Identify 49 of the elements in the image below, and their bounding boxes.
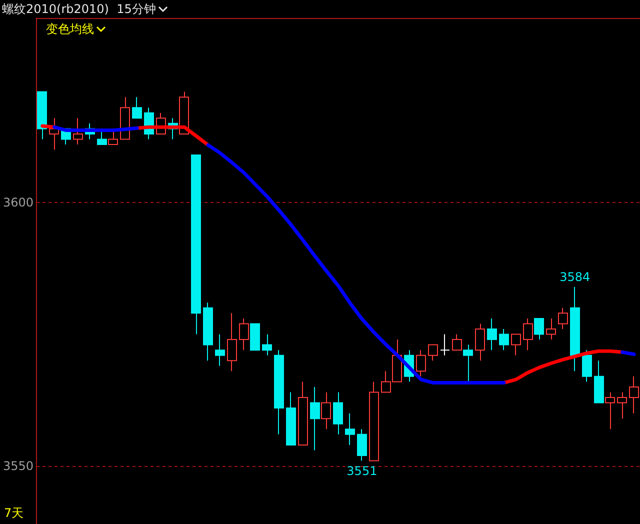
- candlestick: [546, 318, 556, 340]
- candlestick: [594, 360, 604, 404]
- y-tick-label: 3600: [2, 195, 34, 210]
- candlestick: [487, 318, 497, 351]
- candlestick: [617, 392, 627, 420]
- candlestick: [570, 286, 580, 372]
- candlestick: [629, 376, 639, 414]
- candlestick: [499, 328, 509, 351]
- candlestick: [262, 334, 272, 356]
- text: 7天: [4, 505, 24, 522]
- y-tick-label: 3550: [2, 459, 34, 474]
- chart-title: 螺纹2010(rb2010) 15分钟: [2, 1, 156, 18]
- candlestick: [333, 392, 343, 435]
- candlestick: [321, 392, 331, 430]
- candlestick: [605, 392, 615, 430]
- candlestick: [156, 112, 166, 134]
- candlestick: [239, 318, 249, 351]
- candlestick: [179, 91, 189, 134]
- candlestick: [286, 392, 296, 446]
- candlestick: [37, 91, 47, 140]
- candlestick: [534, 318, 544, 340]
- candlestick: [582, 350, 592, 382]
- candlestick: [416, 350, 426, 377]
- candlestick: [203, 302, 213, 362]
- candlestick: [49, 118, 59, 150]
- candlestick: [73, 118, 83, 145]
- candlestick: [523, 318, 533, 351]
- candlestick: [511, 334, 521, 356]
- candlestick: [310, 386, 320, 451]
- candlestick: [120, 96, 130, 140]
- candlestick: [475, 323, 485, 362]
- chart-subtitle: 变色均线: [46, 21, 94, 38]
- candlestick: [440, 334, 450, 356]
- annotation: 3551: [346, 464, 378, 478]
- candlestick: [250, 323, 260, 351]
- candlestick: [191, 154, 201, 335]
- candlestick: [227, 312, 237, 372]
- candlestick: [345, 412, 355, 446]
- candlestick: [369, 381, 379, 462]
- candlestick: [357, 428, 367, 462]
- candlestick: [215, 334, 225, 366]
- candlestick: [428, 344, 438, 362]
- candlestick: [132, 96, 142, 119]
- candlestick: [452, 334, 462, 351]
- candlestick: [274, 350, 284, 435]
- annotation: 3584: [560, 270, 590, 284]
- candlestick: [558, 307, 568, 330]
- candlestick: [298, 381, 308, 446]
- candlestick: [463, 344, 473, 382]
